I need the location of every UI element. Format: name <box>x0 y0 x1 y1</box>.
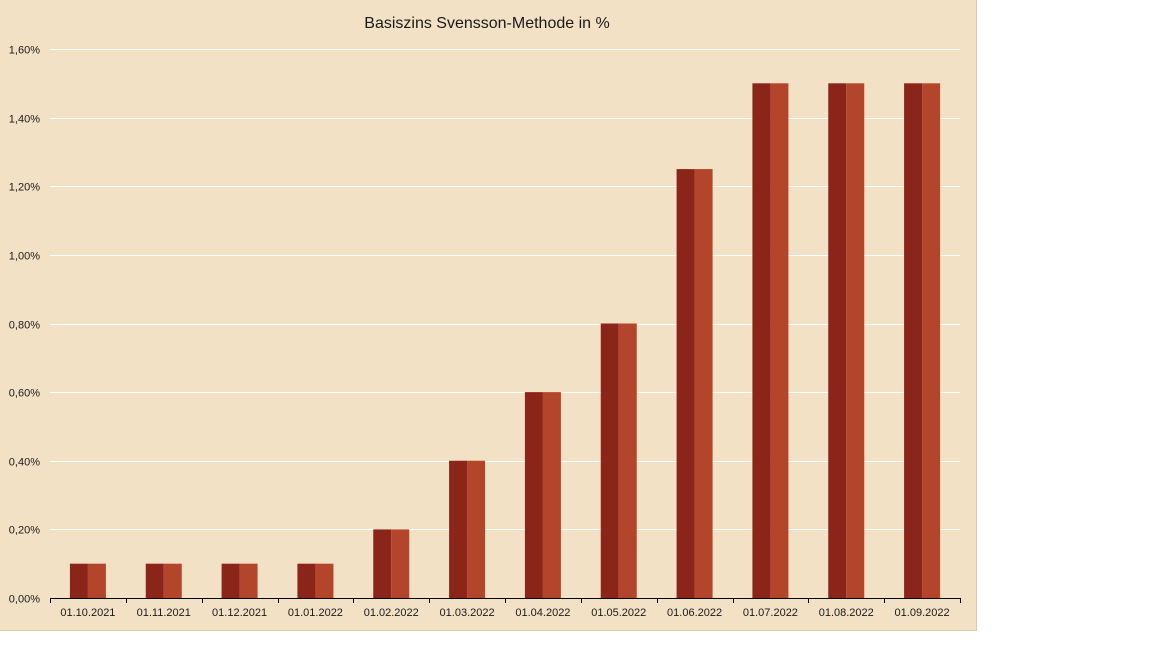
y-tick-label: 0,20% <box>9 525 40 537</box>
bar-front-face <box>221 563 240 598</box>
bar-layer <box>69 83 941 598</box>
y-tick-label: 1,40% <box>9 114 40 126</box>
x-tick-label: 01.12.2021 <box>212 607 267 619</box>
chart-title: Basiszins Svensson-Methode in % <box>364 15 609 32</box>
x-tick-label: 01.03.2022 <box>440 607 495 619</box>
bar <box>524 392 561 598</box>
x-tick-label: 01.01.2022 <box>288 607 343 619</box>
bar-side-face <box>694 169 713 598</box>
y-tick-label: 0,80% <box>9 320 40 332</box>
axis-layer <box>50 598 961 603</box>
bar <box>221 563 258 598</box>
bar-side-face <box>770 83 789 598</box>
y-tick-label: 1,60% <box>9 45 40 57</box>
bar-side-face <box>315 563 334 598</box>
bar-front-face <box>676 169 695 598</box>
bar-side-face <box>846 83 865 598</box>
bar-front-face <box>449 460 468 598</box>
y-tick-label: 0,40% <box>9 457 40 469</box>
x-tick-label: 01.05.2022 <box>591 607 646 619</box>
bar-side-face <box>163 563 182 598</box>
y-tick-label: 1,20% <box>9 182 40 194</box>
bar <box>449 460 486 598</box>
bar <box>373 529 410 598</box>
x-tick-label: 01.09.2022 <box>895 607 950 619</box>
bar-front-face <box>752 83 771 598</box>
x-tick-label: 01.07.2022 <box>743 607 798 619</box>
y-tick-label: 0,60% <box>9 388 40 400</box>
bar-side-face <box>922 83 941 598</box>
bar <box>752 83 789 598</box>
bar-front-face <box>904 83 923 598</box>
bar-side-face <box>542 392 561 598</box>
bar-front-face <box>69 563 88 598</box>
bar-front-face <box>373 529 392 598</box>
chart-area: Basiszins Svensson-Methode in % 0,00% 0,2… <box>0 0 977 631</box>
bar <box>69 563 106 598</box>
x-tick-label: 01.06.2022 <box>667 607 722 619</box>
bar-chart: Basiszins Svensson-Methode in % 0,00% 0,2… <box>9 15 961 620</box>
bar-front-face <box>600 323 619 598</box>
x-tick-label: 01.10.2021 <box>60 607 115 619</box>
y-tick-label: 1,00% <box>9 251 40 263</box>
label-layer: 0,00% 0,20% 0,40% 0,60% 0,80% 1,00% 1,20% 1,40%… <box>9 45 950 620</box>
grid-layer <box>50 49 960 530</box>
bar-side-face <box>467 460 486 598</box>
x-tick-label: 01.08.2022 <box>819 607 874 619</box>
bar <box>904 83 941 598</box>
bar-side-face <box>87 563 106 598</box>
bar-side-face <box>391 529 410 598</box>
bar <box>676 169 713 598</box>
bar <box>297 563 334 598</box>
bar-side-face <box>239 563 258 598</box>
bar-front-face <box>297 563 316 598</box>
x-tick-label: 01.04.2022 <box>515 607 570 619</box>
y-tick-label: 0,00% <box>9 594 40 606</box>
x-tick-label: 01.11.2021 <box>137 607 191 619</box>
bar <box>145 563 182 598</box>
bar <box>600 323 637 598</box>
bar <box>828 83 865 598</box>
bar-front-face <box>524 392 543 598</box>
x-tick-label: 01.02.2022 <box>364 607 419 619</box>
bar-side-face <box>618 323 637 598</box>
bar-front-face <box>828 83 847 598</box>
bar-front-face <box>145 563 164 598</box>
